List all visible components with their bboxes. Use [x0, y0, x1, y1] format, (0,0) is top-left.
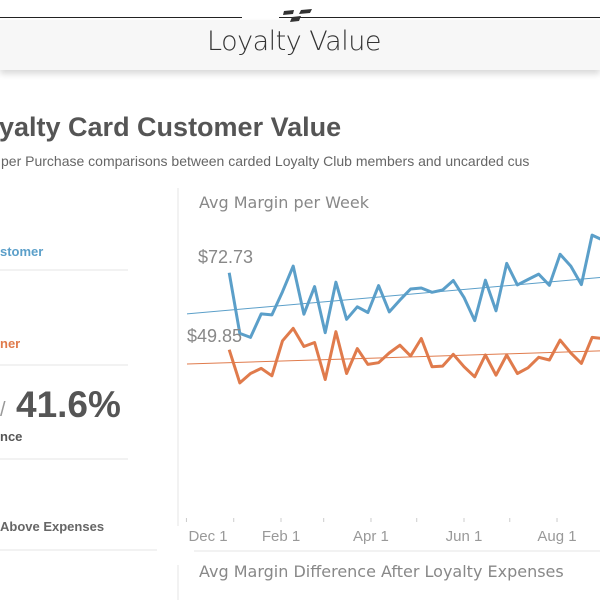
kpi-divider: [0, 269, 128, 271]
checkered-flag-logo-icon: [283, 9, 312, 22]
x-tick-label: Aug 1: [537, 528, 576, 545]
uncarded-customer-label: ner: [0, 336, 21, 351]
above-expenses-label: Above Expenses: [0, 519, 105, 534]
second-chart-title: Avg Margin Difference After Loyalty Expe…: [199, 562, 564, 581]
chart-title: Avg Margin per Week: [199, 193, 369, 212]
trend-line: [186, 277, 600, 315]
x-tick-label: Jun 1: [446, 528, 483, 545]
kpi-divider: [0, 549, 157, 551]
avg-margin-per-week-chart: Dec 1 Feb 1 Apr 1 Jun 1 Aug 1 $72.73 $49.85: [185, 233, 600, 545]
page-title: yalty Card Customer Value: [0, 112, 342, 142]
app-title: Loyalty Value: [207, 26, 381, 57]
start-value-label: $49.85: [187, 326, 242, 346]
carded-customer-label: stomer: [0, 244, 44, 259]
start-value-label: $72.73: [198, 247, 253, 267]
header-rule-right: [279, 17, 600, 18]
panel-divider: [177, 188, 179, 526]
kpi-divider: [0, 364, 128, 366]
difference-value: 41.6%: [16, 384, 121, 425]
chart-divider: [194, 550, 600, 552]
app-header: [0, 20, 600, 70]
trend-line: [186, 350, 600, 365]
difference-label: nce: [0, 429, 23, 444]
header-rule-left: [0, 17, 242, 18]
kpi-divider: [0, 458, 128, 460]
page-subtitle: per Purchase comparisons between carded …: [1, 153, 530, 169]
kpi-separator: /: [0, 399, 6, 421]
x-tick-label: Dec 1: [188, 528, 227, 545]
x-tick-label: Feb 1: [262, 528, 300, 545]
x-tick-label: Apr 1: [353, 528, 389, 545]
series-line: [227, 233, 600, 339]
panel-divider: [177, 565, 179, 600]
series-line: [227, 326, 600, 385]
